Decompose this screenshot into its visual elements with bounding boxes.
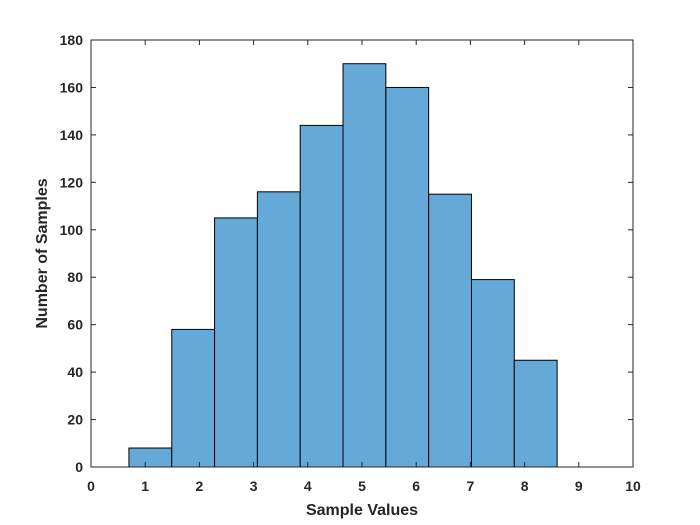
x-axis-label: Sample Values	[306, 502, 418, 519]
y-tick-label: 120	[60, 174, 84, 190]
histogram-bar	[256, 191, 301, 468]
y-tick-label: 180	[60, 32, 84, 48]
histogram-bar	[513, 359, 558, 468]
y-tick-label: 40	[67, 364, 83, 380]
y-tick-label: 100	[60, 222, 84, 238]
y-axis-label: Number of Samples	[34, 178, 51, 328]
histogram-bar	[342, 63, 387, 468]
histogram-bar	[214, 217, 258, 468]
y-tick-label: 160	[60, 79, 84, 95]
histogram-bar	[299, 124, 344, 468]
histogram-bar	[428, 193, 472, 468]
x-tick-label: 6	[412, 478, 420, 494]
y-tick-label: 20	[67, 412, 83, 428]
x-tick-label: 4	[304, 478, 312, 494]
x-tick-label: 9	[575, 478, 583, 494]
x-tick-label: 3	[250, 478, 258, 494]
plot-frame	[90, 39, 634, 468]
histogram-bar	[470, 279, 515, 468]
x-tick-label: 1	[141, 478, 149, 494]
x-tick-label: 2	[196, 478, 204, 494]
y-tick-label: 140	[60, 127, 84, 143]
x-tick-label: 0	[87, 478, 95, 494]
y-tick-label: 80	[67, 269, 83, 285]
x-tick-label: 10	[625, 478, 641, 494]
y-tick-label: 60	[67, 317, 83, 333]
y-tick-label: 0	[75, 459, 83, 475]
x-tick-label: 8	[521, 478, 529, 494]
histogram-bar	[385, 86, 430, 468]
histogram-bar	[128, 447, 173, 468]
bars-group	[128, 63, 558, 468]
x-tick-label: 5	[358, 478, 366, 494]
histogram-bar	[171, 328, 216, 468]
x-tick-label: 7	[467, 478, 475, 494]
